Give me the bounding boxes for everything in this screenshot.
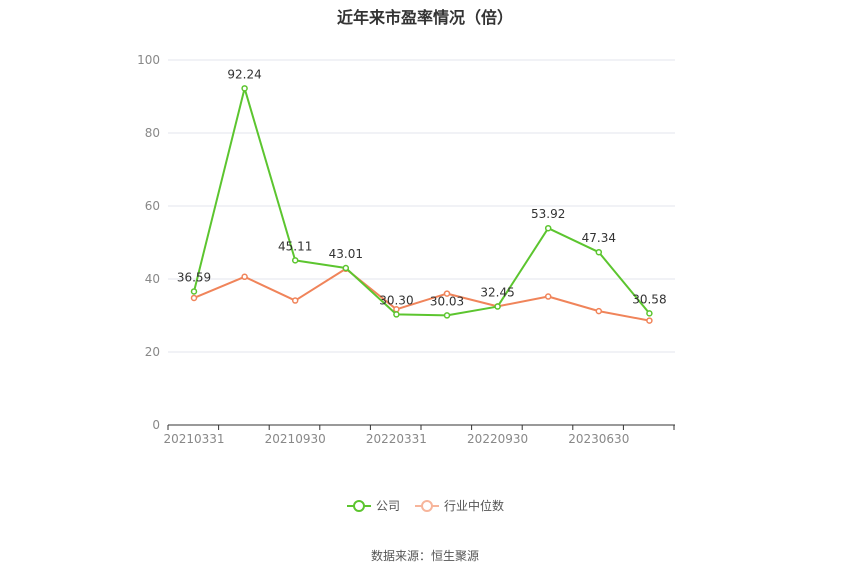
data-label: 36.59 [177,270,211,284]
x-tick-label: 20220930 [467,432,528,446]
data-label: 30.03 [430,294,464,308]
data-label: 30.30 [379,293,413,307]
data-label: 47.34 [582,231,616,245]
data-label: 92.24 [227,67,261,81]
data-point-industry-median [646,317,653,324]
data-point-industry-median [241,273,248,281]
legend-label-company: 公司 [375,499,400,513]
legend: 公司 行业中位数 [0,497,850,514]
y-tick-label: 20 [145,345,160,359]
data-point-industry-median [291,297,299,304]
data-label-layer: 36.59 92.24 45.11 43.01 30.30 30.03 32.45 53.92… [177,67,667,308]
data-point-company [443,312,451,319]
data-label: 45.11 [278,239,312,253]
y-tick-label: 100 [137,53,160,67]
legend-label-industry-median: 行业中位数 [444,499,505,513]
legend-item-company[interactable]: 公司 [346,497,400,514]
data-point-company [241,85,248,92]
data-point-industry-median [393,306,400,313]
x-tick-label: 20230630 [568,432,629,446]
data-label: 53.92 [531,207,565,221]
data-point-company [190,288,198,295]
data-point-industry-median [443,290,451,297]
data-point-company [595,248,603,256]
grid-layer [168,59,675,353]
data-label: 32.45 [480,286,514,300]
y-tick-label: 60 [145,199,160,213]
data-point-company [544,224,552,232]
y-tick-label: 80 [145,126,160,140]
x-tick-label: 20210331 [163,432,224,446]
series-layer [190,85,653,324]
legend-item-industry-median[interactable]: 行业中位数 [414,497,504,514]
data-label: 43.01 [329,247,363,261]
y-tick-label: 40 [145,272,160,286]
data-point-company [646,310,653,317]
data-point-company [393,311,400,318]
data-point-company [342,264,350,272]
axis-layer: 0 20 40 60 80 100 20210331 20210930 20220331 2022… [137,53,675,446]
data-point-industry-median [190,294,198,302]
data-point-industry-median [544,293,552,300]
series-line-company [193,87,651,317]
x-tick-label: 20220331 [366,432,427,446]
data-point-industry-median [595,307,603,315]
data-source-note: 数据来源：恒生聚源 [370,549,479,563]
chart-title: 近年来市盈率情况（倍） [336,8,513,27]
series-line-industry-median [193,267,650,322]
y-tick-label: 0 [152,418,160,432]
data-point-company [291,257,299,264]
x-tick-label: 20210930 [265,432,326,446]
data-label: 30.58 [632,292,666,306]
legend-line-marker-icon [415,499,439,512]
data-point-company [494,303,501,310]
legend-line-marker-icon [346,499,371,512]
